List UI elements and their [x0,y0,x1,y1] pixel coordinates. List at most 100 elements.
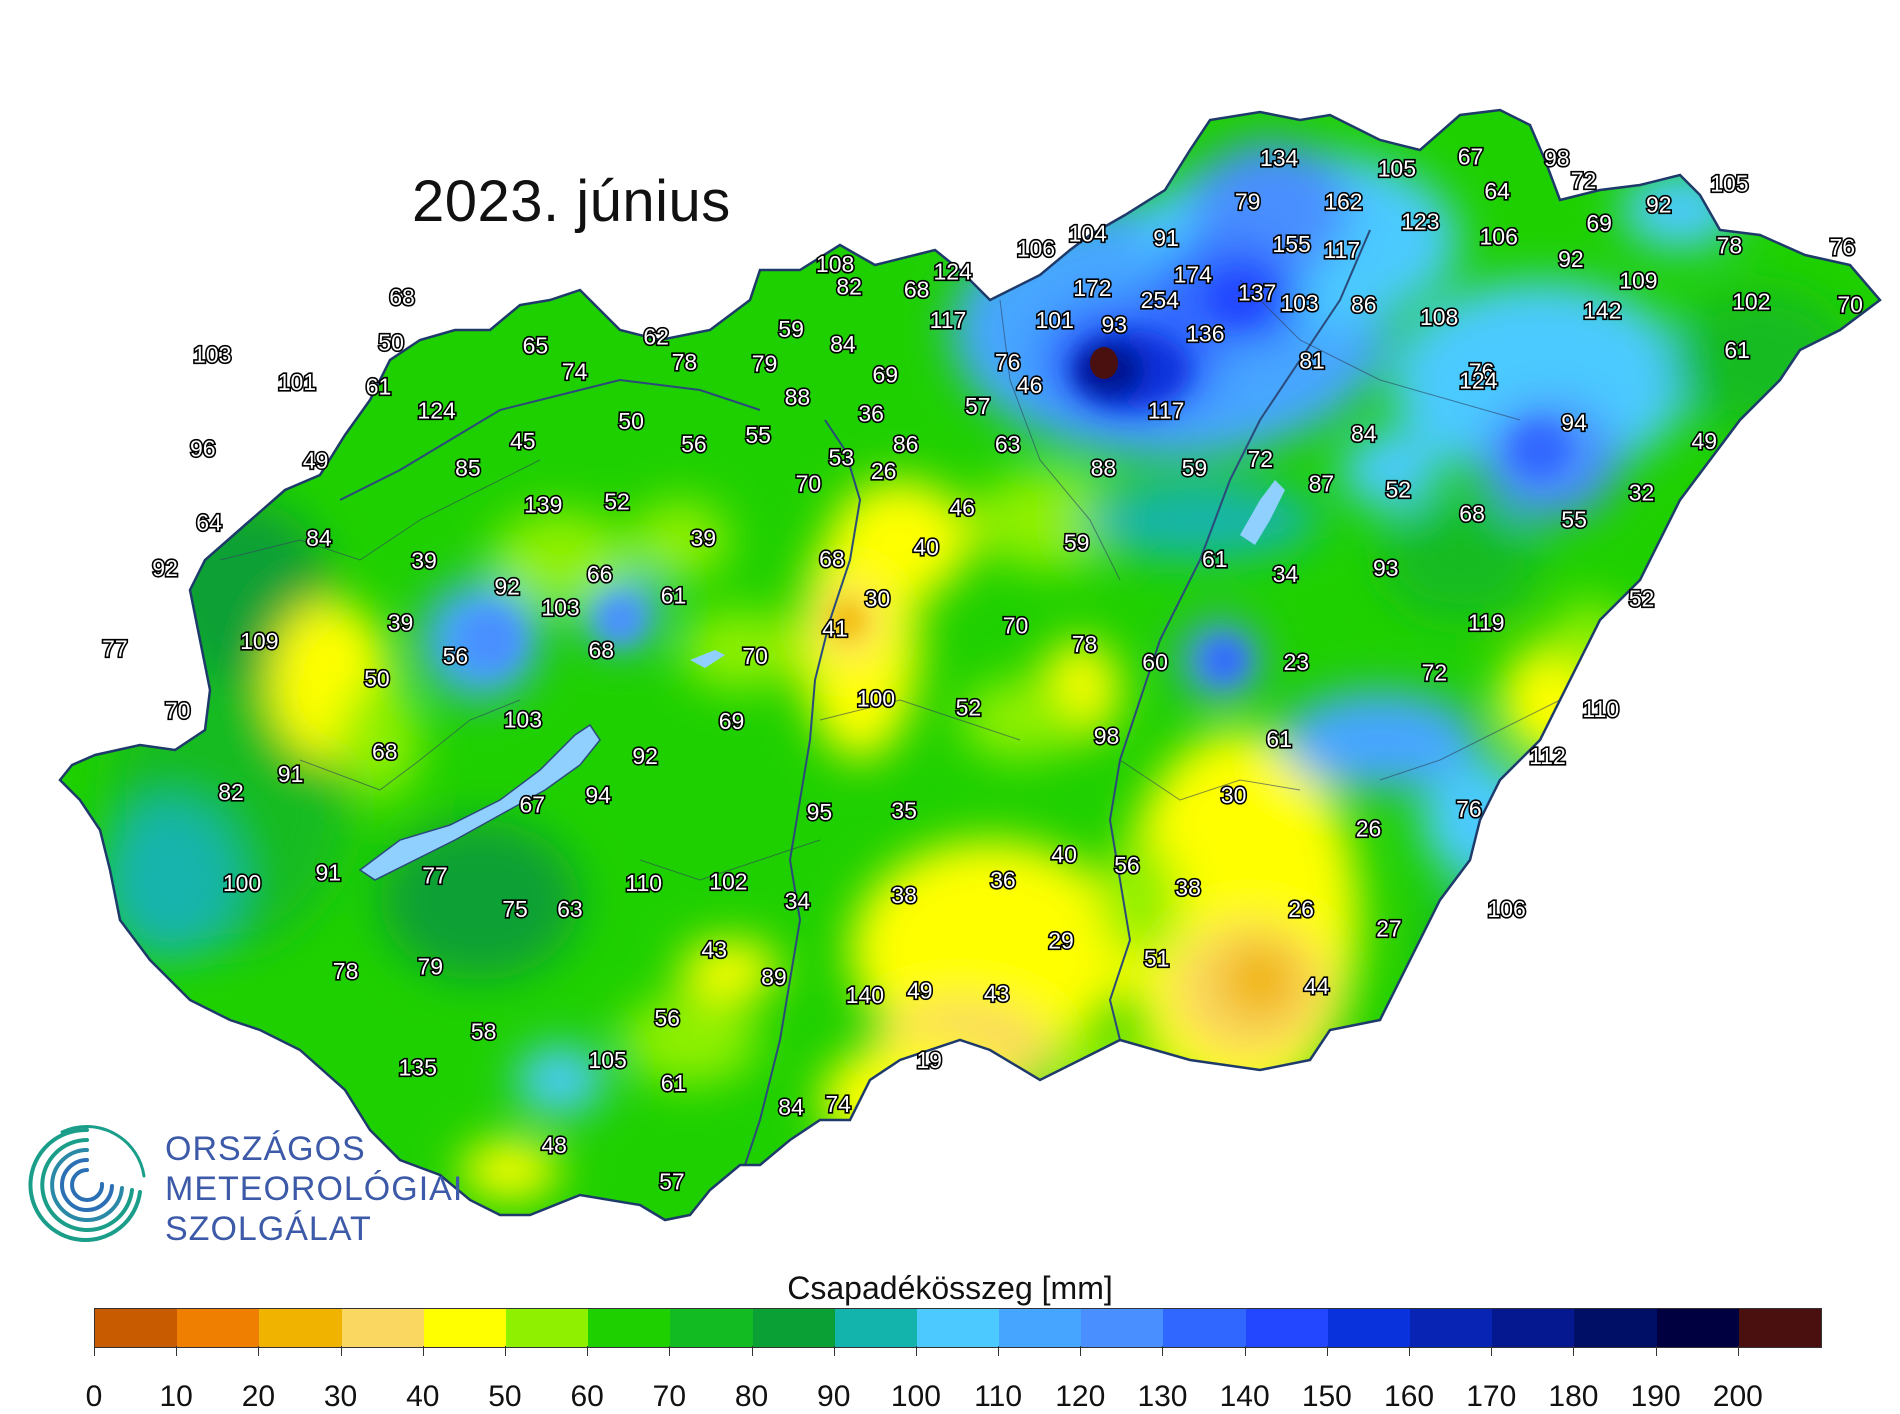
station-value: 102 [709,868,747,894]
station-value: 55 [745,422,771,448]
station-value: 26 [1356,815,1382,841]
station-value: 103 [1280,290,1318,316]
station-value: 86 [893,431,919,457]
legend-swatch [1492,1309,1575,1347]
station-value: 56 [443,643,469,669]
station-value: 98 [1094,723,1120,749]
legend-swatch [999,1309,1082,1347]
legend-swatch [916,1309,1000,1347]
station-value: 101 [1036,307,1074,333]
station-value: 124 [1459,367,1498,393]
station-value: 139 [524,491,562,517]
legend-tick-mark [1162,1346,1164,1356]
station-value: 49 [303,448,329,474]
legend-tick-mark [587,1346,589,1356]
legend-tick-mark [258,1346,260,1356]
station-value: 40 [1051,841,1077,867]
station-value: 52 [956,694,982,720]
station-value: 68 [372,738,398,764]
station-value: 124 [417,398,456,424]
legend-tick-mark [1409,1346,1411,1356]
station-value: 105 [1710,170,1748,196]
station-value: 103 [541,594,579,620]
station-value: 67 [520,791,546,817]
station-value: 52 [1386,476,1412,502]
station-value: 88 [785,384,811,410]
station-value: 69 [1586,210,1612,236]
station-value: 95 [807,799,833,825]
station-value: 64 [196,510,222,536]
station-value: 140 [846,982,884,1008]
station-value: 56 [1114,852,1140,878]
station-value: 82 [218,779,244,805]
station-value: 51 [1144,946,1170,972]
station-value: 119 [1468,610,1505,636]
station-value: 39 [691,525,717,551]
station-value: 85 [455,455,481,481]
logo-line-2: METEOROLÓGIAI [165,1170,464,1208]
station-value: 56 [681,431,707,457]
station-value: 44 [1304,973,1330,999]
station-value: 26 [871,458,897,484]
station-value: 72 [1248,446,1274,472]
station-value: 78 [672,349,698,375]
station-value: 98 [1544,145,1570,171]
county-borders [219,279,1561,881]
legend-tick-mark [1326,1346,1328,1356]
legend-tick-label: 150 [1301,1380,1352,1413]
station-value: 59 [1182,455,1208,481]
station-value: 64 [1484,178,1510,204]
legend-tick-label: 160 [1384,1380,1435,1413]
station-value: 91 [1153,225,1179,251]
station-value: 74 [825,1091,851,1117]
legend-swatch [1574,1309,1657,1347]
station-value: 137 [1238,279,1276,305]
station-value: 92 [632,743,658,769]
station-value: 40 [913,534,939,560]
station-value: 89 [761,964,787,990]
station-value: 174 [1174,261,1213,287]
station-value: 135 [399,1055,437,1081]
legend-swatch [505,1309,589,1347]
station-value: 49 [1692,428,1718,454]
station-value: 46 [949,494,975,520]
station-value: 109 [240,628,278,654]
station-value: 103 [193,342,231,368]
station-value: 68 [904,276,930,302]
station-value: 93 [1373,555,1399,581]
legend-swatch [834,1309,917,1347]
station-value: 50 [378,329,404,355]
legend-tick-label: 190 [1630,1380,1681,1413]
station-value: 109 [1619,267,1657,293]
station-value: 69 [873,361,899,387]
legend-swatch [1081,1309,1164,1347]
station-value: 76 [1830,234,1856,260]
station-value: 106 [1487,896,1525,922]
legend-ticks: 0 10 20 30 40 50 60 70 80 90 100 110 120 130 140 150 160… [0,1346,1900,1413]
legend-tick-label: 10 [159,1380,193,1413]
logo-line-3: SZOLGÁLAT [165,1210,372,1248]
station-value: 61 [661,1070,687,1096]
legend-tick-mark [1655,1346,1657,1356]
legend-swatch [752,1309,835,1347]
station-value: 92 [494,573,520,599]
station-value: 38 [891,882,917,908]
station-value: 117 [930,307,967,333]
station-value: 100 [223,870,261,896]
station-value: 72 [1422,660,1448,686]
station-value: 79 [752,351,778,377]
station-value: 63 [995,431,1021,457]
station-value: 58 [471,1018,497,1044]
station-value: 76 [1456,796,1482,822]
station-value: 62 [643,323,669,349]
station-value: 70 [742,643,768,669]
station-value: 79 [1235,189,1261,215]
station-value: 172 [1073,275,1111,301]
station-value: 43 [984,981,1010,1007]
station-value: 38 [1175,875,1201,901]
legend-tick-label: 140 [1219,1380,1270,1413]
station-value: 134 [1260,145,1299,171]
logo-rings-icon [28,1125,146,1242]
station-value: 36 [858,401,884,427]
